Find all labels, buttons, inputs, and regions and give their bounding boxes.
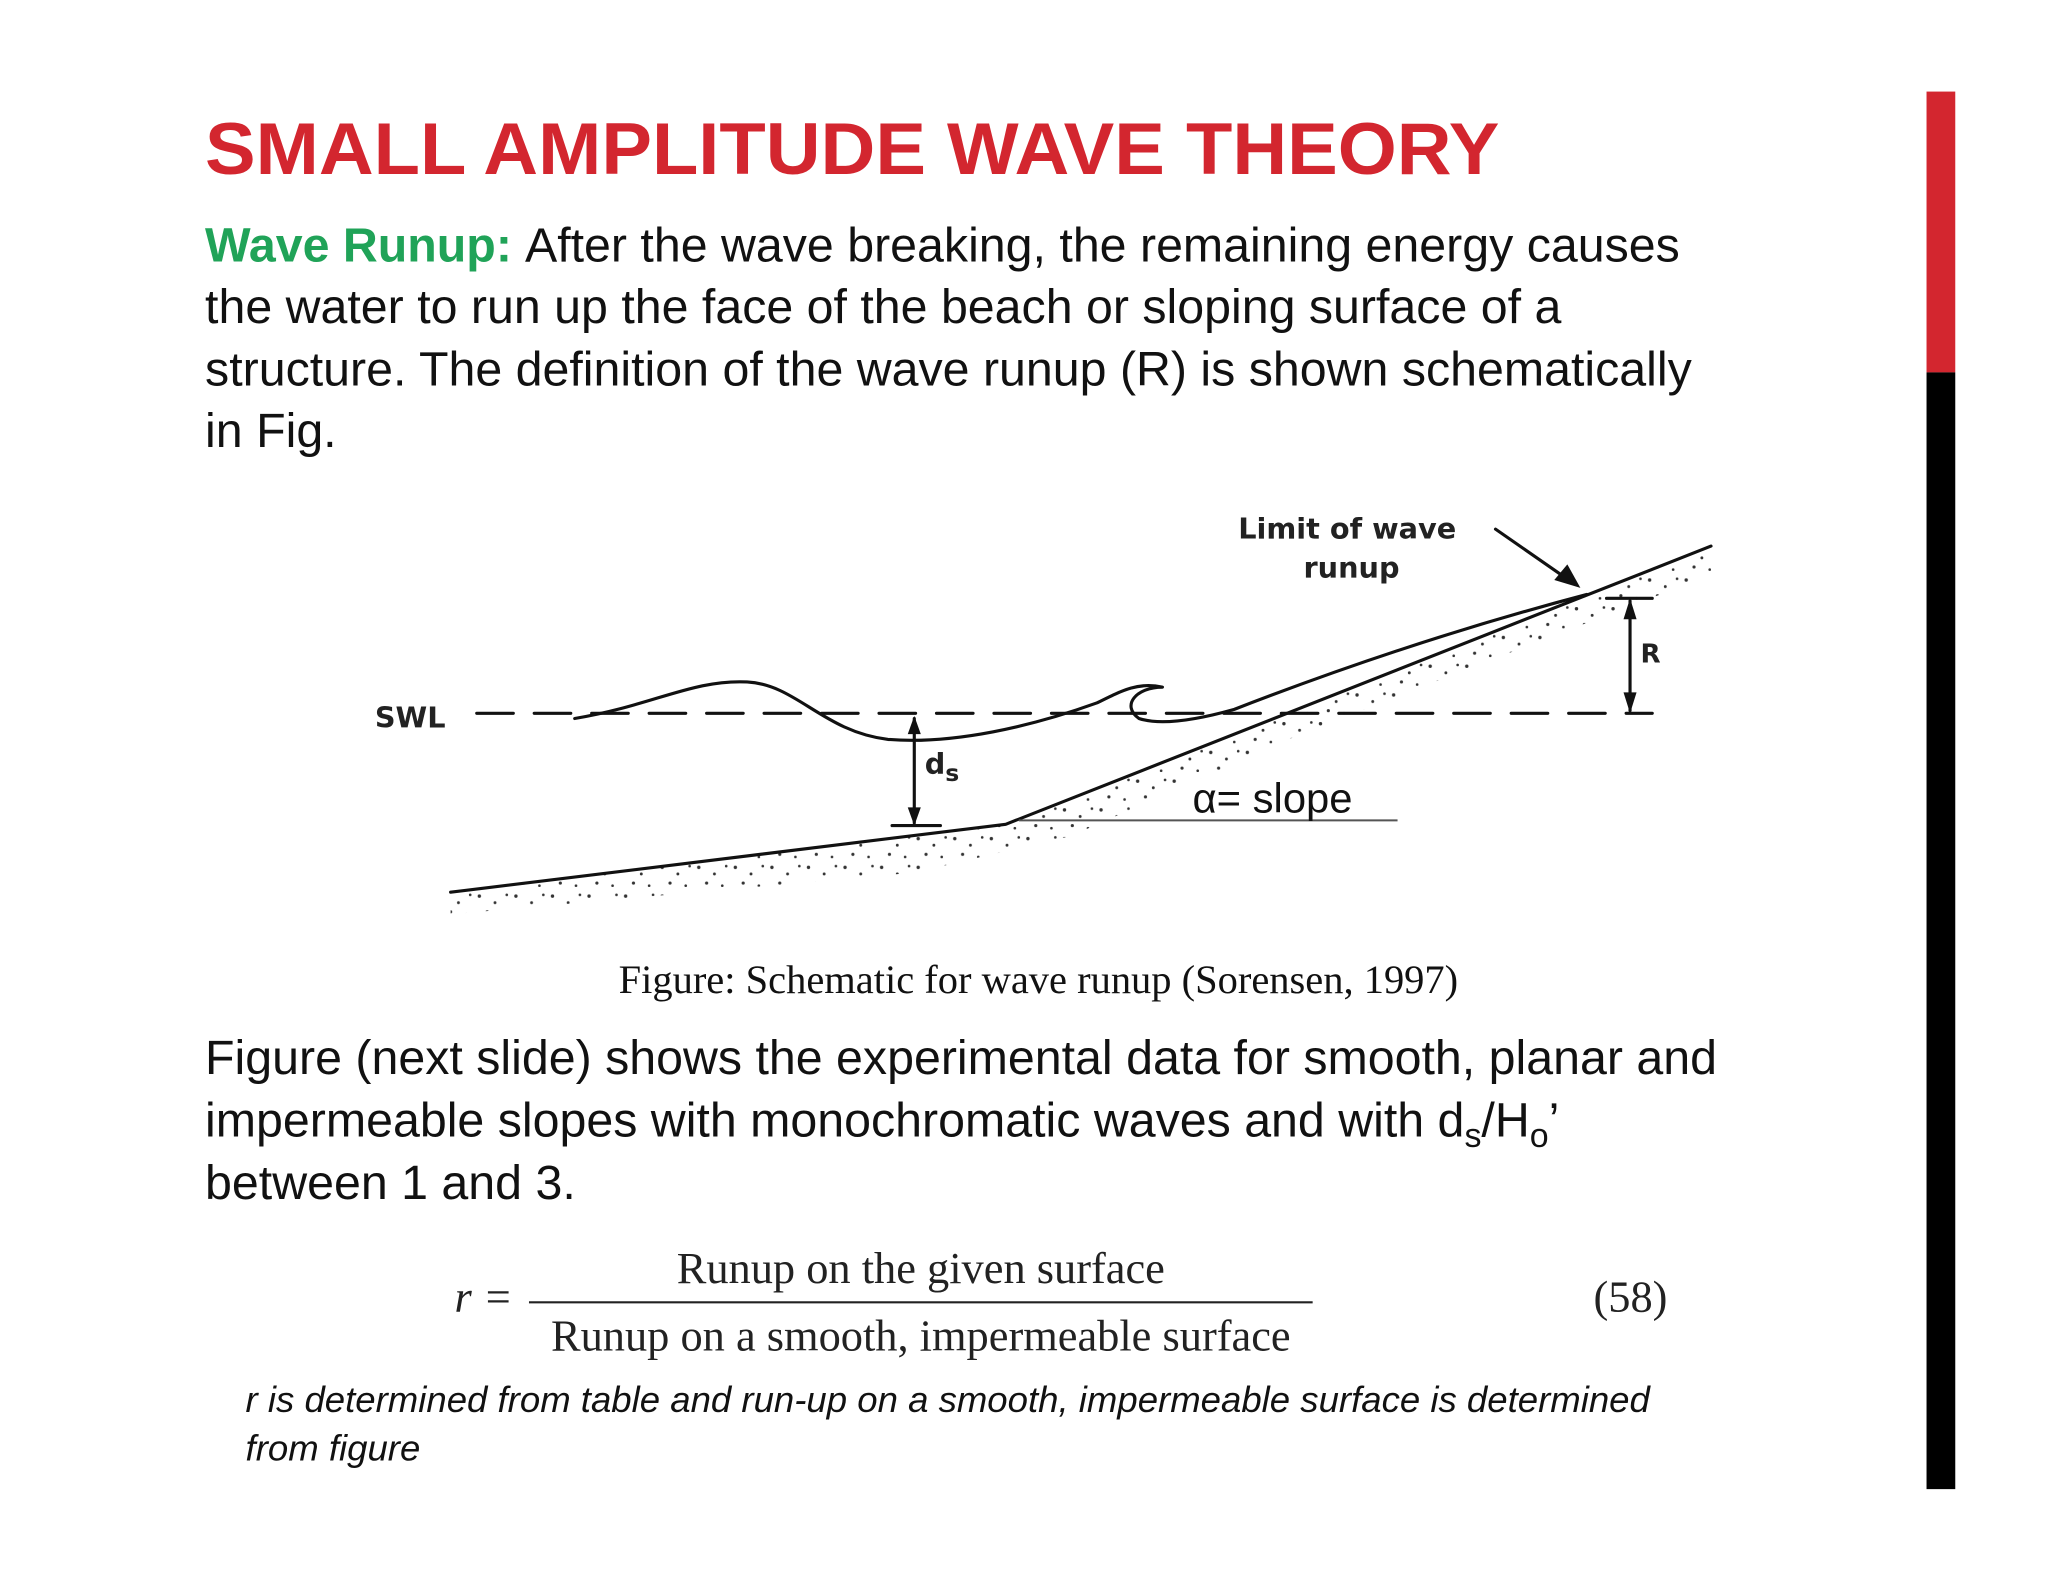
accent-bar xyxy=(1926,91,1956,373)
paragraph: Figure (next slide) shows the experiment… xyxy=(205,1031,1717,1210)
note-line: r is determined from table and run-up on… xyxy=(246,1379,1652,1420)
arrowhead xyxy=(907,715,921,735)
slide-title: SMALL AMPLITUDE WAVE THEORY xyxy=(205,109,1499,190)
intro-line: in Fig. xyxy=(205,404,337,458)
numerator: Runup on the given surface xyxy=(677,1243,1165,1293)
paragraph-line: impermeable slopes with monochromatic wa… xyxy=(205,1093,1559,1154)
depth-label: ds xyxy=(925,746,960,787)
depth-main: d xyxy=(925,746,946,780)
arrowhead xyxy=(1623,692,1637,714)
arrowhead xyxy=(907,807,921,826)
paragraph-line: Figure (next slide) shows the experiment… xyxy=(205,1031,1717,1085)
arrowhead xyxy=(1554,564,1581,588)
runup-label: R xyxy=(1640,639,1660,669)
intro: Wave Runup: After the wave breaking, the … xyxy=(205,218,1693,457)
arrowhead xyxy=(1623,598,1637,620)
intro-label: Wave Runup: xyxy=(205,218,512,272)
note-line: from figure xyxy=(246,1427,421,1468)
runup-figure: SWL Limit of wave runup R ds α= slope Fi… xyxy=(375,511,1713,1002)
limit-label: runup xyxy=(1304,550,1400,584)
text: ’ xyxy=(1549,1093,1560,1147)
accent-bar xyxy=(1926,372,1956,1490)
note: r is determined from table and run-up on… xyxy=(246,1379,1652,1468)
swl-label: SWL xyxy=(375,701,446,735)
text: /H xyxy=(1481,1093,1529,1147)
paragraph-line: between 1 and 3. xyxy=(205,1156,576,1210)
intro-line: structure. The definition of the wave ru… xyxy=(205,342,1693,396)
intro-line: the water to run up the face of the beac… xyxy=(205,280,1561,334)
stipple xyxy=(450,546,1712,915)
denominator: Runup on a smooth, impermeable surface xyxy=(551,1311,1291,1361)
equation-number: (58) xyxy=(1593,1271,1667,1321)
figure-caption: Figure: Schematic for wave runup (Sorens… xyxy=(619,957,1459,1002)
equation-lhs: r = xyxy=(455,1271,513,1321)
beach-profile xyxy=(449,544,1713,894)
intro-text: After the wave breaking, the remaining e… xyxy=(525,218,1680,272)
equation: r = Runup on the given surface Runup on … xyxy=(455,1243,1668,1361)
limit-label: Limit of wave xyxy=(1238,511,1456,545)
text: impermeable slopes with monochromatic wa… xyxy=(205,1093,1464,1147)
wave-profile xyxy=(573,592,1589,742)
subscript: o xyxy=(1530,1117,1549,1155)
depth-sub: s xyxy=(945,759,959,787)
subscript: s xyxy=(1464,1117,1481,1155)
slope-label: α= slope xyxy=(1192,775,1352,822)
intro-line: Wave Runup: After the wave breaking, the … xyxy=(205,218,1680,272)
